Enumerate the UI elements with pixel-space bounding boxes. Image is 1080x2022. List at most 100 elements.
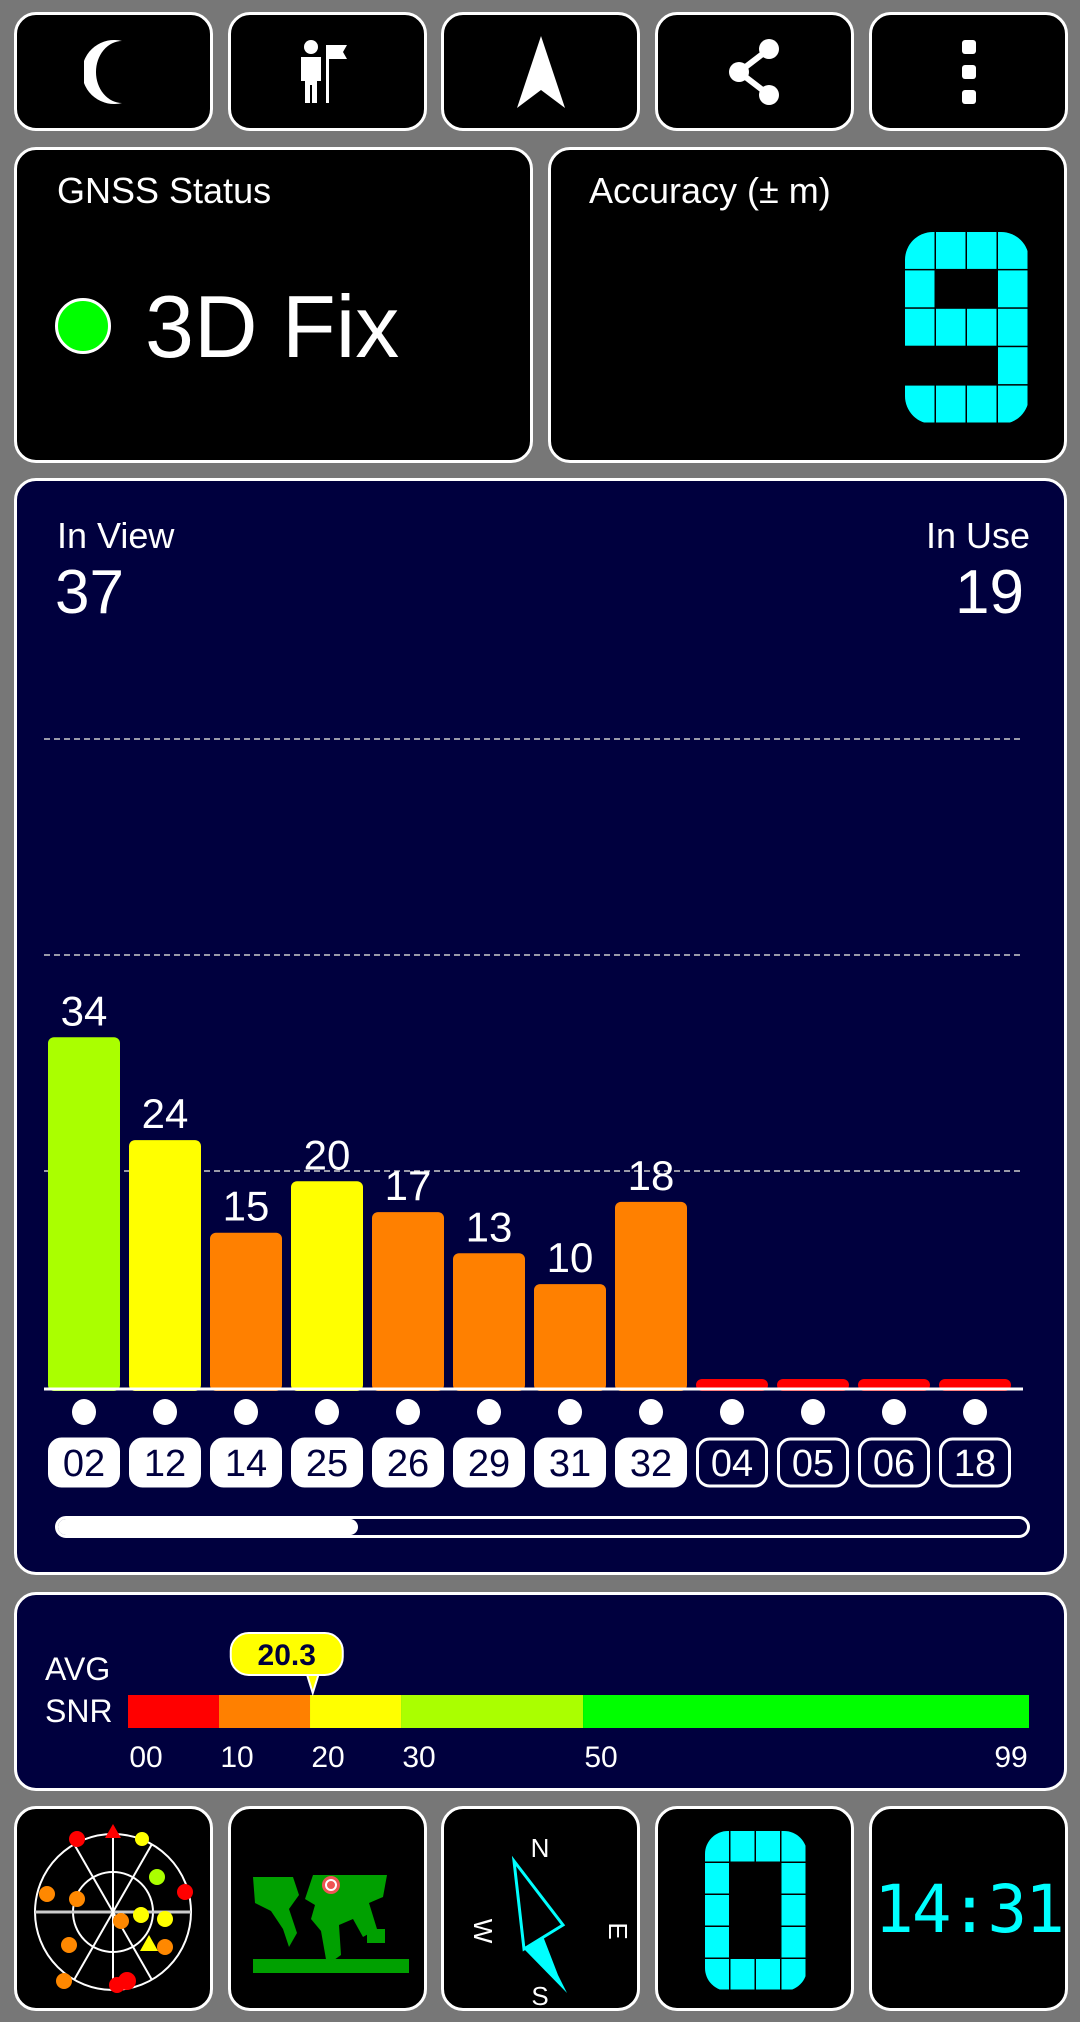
signal-bar[interactable] (291, 1181, 363, 1391)
status-indicator (55, 298, 111, 354)
satellite-id-badge[interactable] (210, 1437, 282, 1488)
avg-snr-value: 20.3 (258, 1639, 316, 1672)
digit-segment (756, 1959, 780, 1990)
world-map-button[interactable] (228, 1806, 427, 2011)
navigate-button[interactable] (441, 12, 640, 131)
in-view-count: 37 (55, 558, 124, 627)
signal-bar[interactable] (534, 1284, 606, 1391)
signal-bar[interactable] (453, 1253, 525, 1391)
satellite-id-label: 29 (468, 1443, 510, 1485)
share-button[interactable] (655, 12, 854, 131)
snr-tick-label: 00 (129, 1741, 162, 1774)
waypoint-button[interactable] (228, 12, 427, 131)
signal-bar[interactable] (372, 1212, 444, 1391)
satellite-id-badge[interactable] (858, 1437, 930, 1488)
in-use-count: 19 (955, 558, 1024, 627)
satellite-id-badge[interactable] (129, 1437, 201, 1488)
person-flag-icon (300, 39, 347, 103)
satellite-id-label: 14 (225, 1443, 267, 1485)
bar-value-label: 18 (628, 1152, 675, 1199)
satellite-id-badge[interactable] (291, 1437, 363, 1488)
clock-time: 14:31 (874, 1871, 1065, 1948)
satellite-id-badge[interactable] (534, 1437, 606, 1488)
digit-segment (936, 308, 966, 346)
bar-value-label: 34 (61, 987, 108, 1034)
satellite-digit-button[interactable] (655, 1806, 854, 2011)
satellite-dot (153, 1399, 177, 1425)
signal-bar[interactable] (129, 1140, 201, 1391)
snr-tick-label: 20 (311, 1741, 344, 1774)
satellite-dot (477, 1399, 501, 1425)
gnss-status-panel: GNSS Status 3D Fix (14, 147, 533, 463)
bar-value-label: 15 (223, 1183, 270, 1230)
avg-label: AVG (45, 1651, 111, 1687)
digit-segment (998, 385, 1028, 423)
menu-button[interactable] (869, 12, 1068, 131)
digit-segment (730, 1831, 755, 1862)
digit-segment (705, 1959, 729, 1990)
digit-segment (905, 232, 935, 269)
night-mode-button[interactable] (14, 12, 213, 131)
satellite-id-badge[interactable] (615, 1437, 687, 1488)
satellite-id-badge[interactable] (453, 1437, 525, 1488)
digit-segment (905, 270, 935, 308)
digit-segment (781, 1895, 806, 1926)
compass-s: S (531, 1981, 548, 2008)
satellite-dot (639, 1399, 663, 1425)
satellite-dot (558, 1399, 582, 1425)
satellite-id-badge[interactable] (939, 1437, 1011, 1488)
compass-w: W (468, 1919, 498, 1944)
digit-segment (998, 270, 1028, 308)
satellite-scrollbar[interactable] (55, 1516, 1030, 1538)
digit-segment (905, 308, 935, 346)
avg-snr-panel: 00 10 20 30 50 99 20.3 AVG SNR (14, 1592, 1067, 1791)
satellite-id-badge[interactable] (372, 1437, 444, 1488)
share-icon (728, 38, 779, 105)
clock-button[interactable]: 14:31 (869, 1806, 1068, 2011)
moon-icon (83, 39, 122, 104)
satellite-id-label: 26 (387, 1443, 429, 1485)
snr-bar-chart: 34 02 24 12 15 14 20 25 17 26 13 29 10 31 18 32 04 05 06 18 (44, 738, 1023, 1488)
bar-value-label: 24 (142, 1090, 189, 1137)
in-view-label: In View (57, 515, 175, 556)
satellite-id-label: 04 (711, 1443, 753, 1485)
digit-segment (705, 1831, 729, 1862)
satellite-id-badge[interactable] (777, 1437, 849, 1488)
digit-segment (998, 347, 1028, 385)
digit-segment (781, 1863, 806, 1894)
satellite-signal-panel: 34 02 24 12 15 14 20 25 17 26 13 29 10 31 18 32 04 05 06 18… (14, 478, 1067, 1575)
skyplot-button[interactable] (14, 1806, 213, 2011)
signal-bar[interactable] (48, 1037, 120, 1391)
snr-scale-segment (583, 1695, 1029, 1728)
digit-segment (730, 1959, 755, 1990)
bar-value-label: 17 (385, 1162, 432, 1209)
bar-value-label: 20 (304, 1131, 351, 1178)
scrollbar-thumb[interactable] (58, 1519, 359, 1535)
digit-segment (705, 1895, 729, 1926)
more-vertical-icon (961, 39, 976, 104)
satellite-id-badge[interactable] (696, 1437, 768, 1488)
snr-tick-label: 10 (220, 1741, 253, 1774)
digit-segment (781, 1927, 806, 1958)
skyplot-icon (34, 1824, 193, 1993)
satellite-id-label: 25 (306, 1443, 348, 1485)
satellite-dot (396, 1399, 420, 1425)
snr-label: SNR (45, 1693, 113, 1729)
compass-e: E (603, 1922, 633, 1939)
satellite-dot (801, 1399, 825, 1425)
satellite-id-label: 12 (144, 1443, 186, 1485)
compass-button[interactable]: N E S W (441, 1806, 640, 2011)
signal-bar[interactable] (210, 1232, 282, 1391)
digit-segment (756, 1831, 780, 1862)
signal-bar[interactable] (615, 1201, 687, 1391)
digit-segment (781, 1831, 806, 1862)
snr-tick-label: 30 (402, 1741, 435, 1774)
satellite-id-label: 02 (63, 1443, 105, 1485)
bar-value-label: 10 (547, 1234, 594, 1281)
digit-segment (936, 232, 966, 269)
satellite-id-label: 32 (630, 1443, 672, 1485)
snr-scale-segment (401, 1695, 584, 1728)
avg-bubble (229, 1632, 344, 1676)
in-use-label: In Use (925, 515, 1030, 556)
satellite-id-badge[interactable] (48, 1437, 120, 1488)
